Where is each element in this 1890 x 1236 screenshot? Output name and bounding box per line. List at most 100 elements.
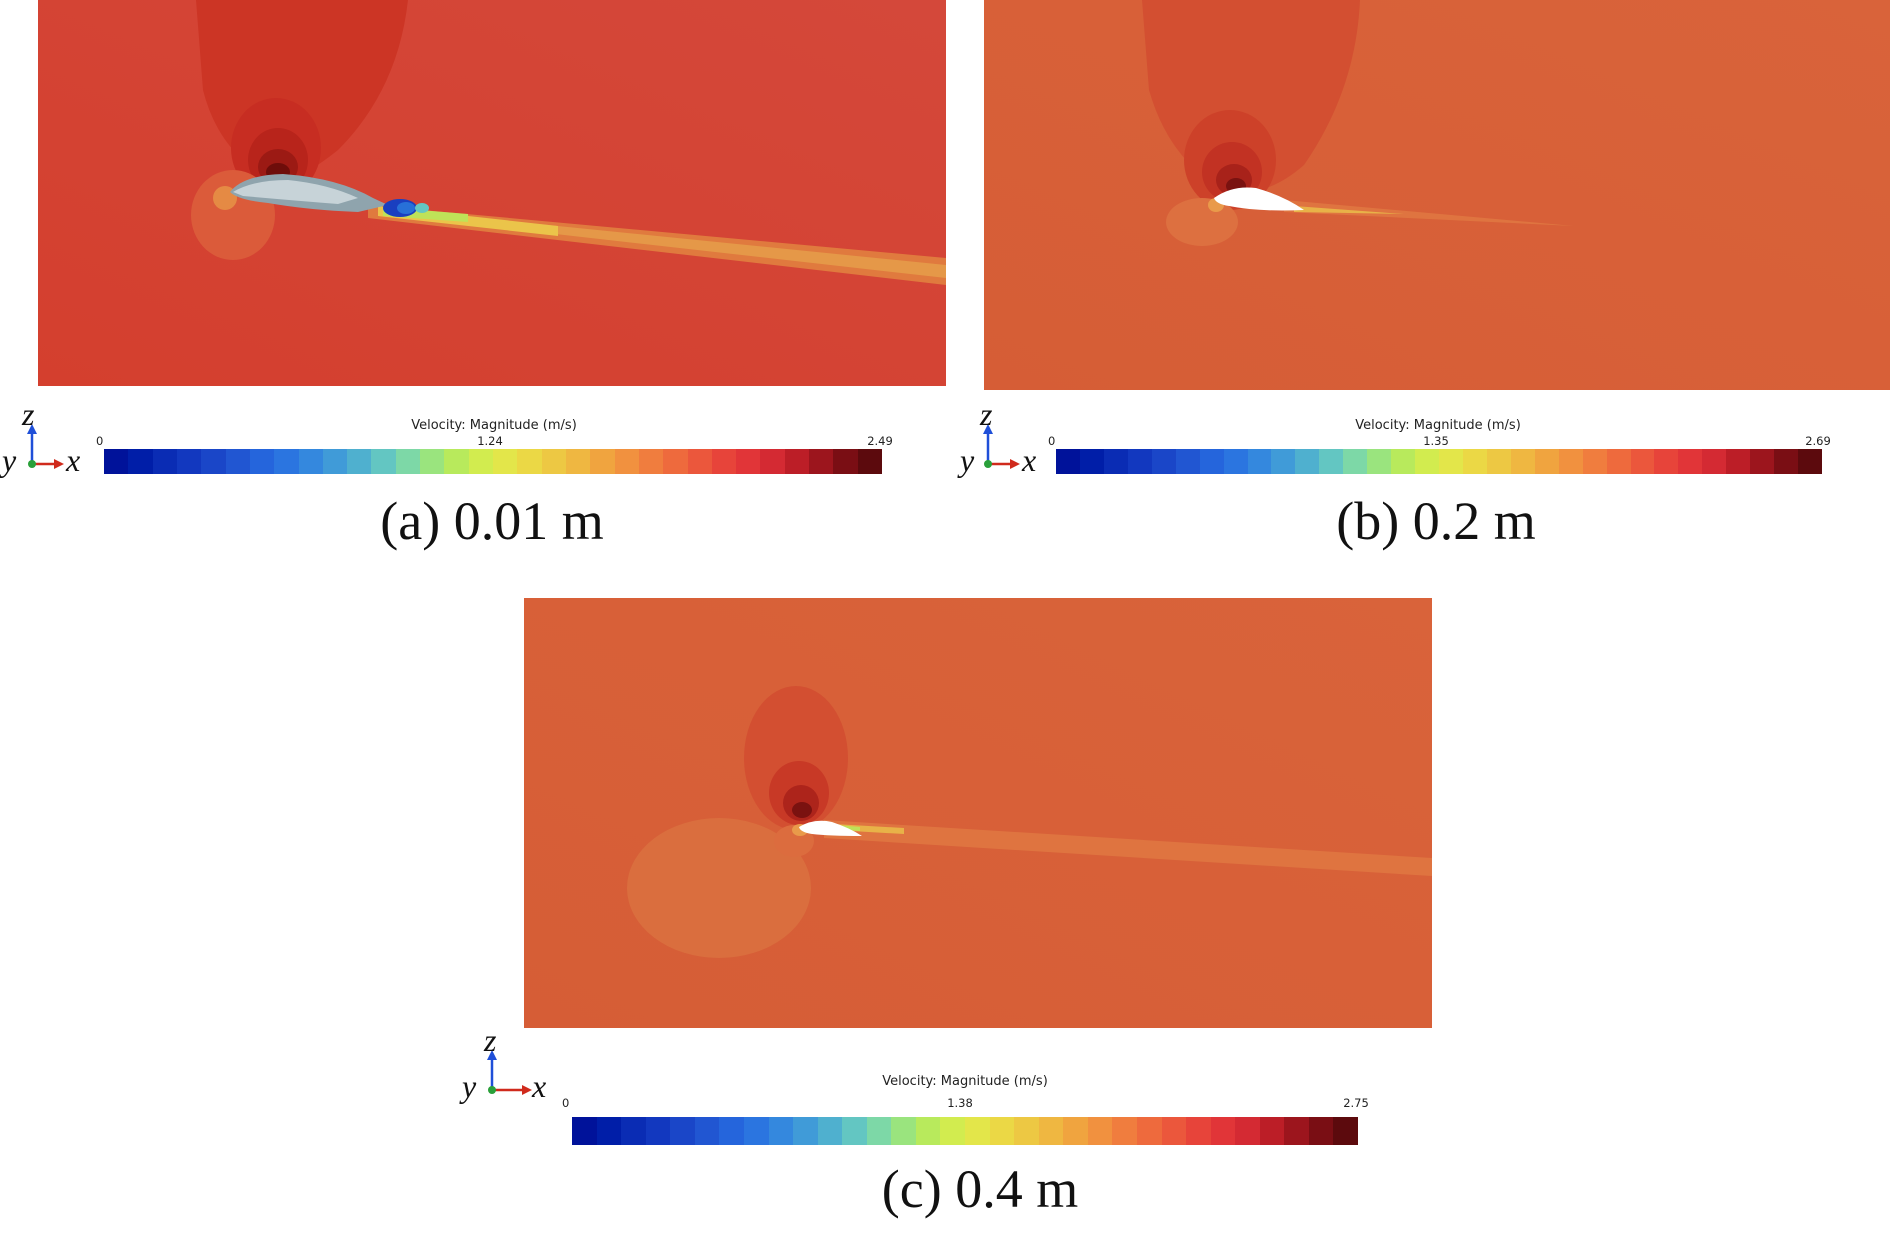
- legend-max-tick: 2.69: [1805, 434, 1831, 448]
- colorbar-segment: [468, 449, 493, 474]
- colorbar: [104, 449, 882, 474]
- axis-z-label: z: [22, 396, 35, 432]
- colorbar-segment: [1247, 449, 1272, 474]
- legend-title: Velocity: Magnitude (m/s): [1355, 418, 1521, 433]
- colorbar-segment: [940, 1117, 965, 1145]
- colorbar-segment: [1534, 449, 1559, 474]
- colorbar-segment: [784, 449, 810, 474]
- legend-title: Velocity: Magnitude (m/s): [411, 418, 577, 433]
- colorbar-segment: [736, 449, 761, 474]
- axis-x-label: x: [1022, 442, 1037, 478]
- colorbar-segment: [1259, 1117, 1285, 1145]
- colorbar-segment: [152, 449, 177, 474]
- coordinate-triad-c: z y x: [454, 1024, 547, 1104]
- coordinate-triad-a: z y x: [0, 398, 92, 476]
- colorbar-segment: [833, 449, 858, 474]
- colorbar-segment: [1439, 449, 1463, 474]
- colorbar-segment: [663, 449, 688, 474]
- colorbar-segment: [596, 1117, 622, 1145]
- legend-mid-tick: 1.38: [947, 1096, 973, 1110]
- colorbar: [572, 1117, 1358, 1145]
- colorbar-segment: [1038, 1117, 1064, 1145]
- panel-c: z y x Velocity: Magnitude (m/s) 0 1.38 2…: [440, 590, 1450, 1236]
- colorbar-segment: [176, 449, 202, 474]
- panel-caption: (a) 0.01 m: [380, 491, 604, 551]
- axis-y-label: y: [462, 1068, 477, 1104]
- colorbar-segment: [743, 1117, 769, 1145]
- colorbar-segment: [1223, 449, 1248, 474]
- colorbar-segment: [1798, 449, 1822, 474]
- colorbar-segment: [1606, 449, 1631, 474]
- colorbar-segment: [1678, 449, 1703, 474]
- colorbar-segment: [638, 449, 664, 474]
- colorbar-segment: [1510, 449, 1535, 474]
- colorbar-segment: [322, 449, 348, 474]
- colorbar-segment: [201, 449, 226, 474]
- colorbar-segment: [493, 449, 518, 474]
- legend-mid-tick: 1.35: [1423, 434, 1449, 448]
- colorbar-segment: [687, 449, 712, 474]
- colorbar-segment: [517, 449, 542, 474]
- colorbar-segment: [1210, 1117, 1236, 1145]
- colorbar-segment: [1079, 449, 1104, 474]
- legend-title: Velocity: Magnitude (m/s): [882, 1074, 1048, 1089]
- colorbar-segment: [1127, 449, 1152, 474]
- colorbar-segment: [1415, 449, 1439, 474]
- colorbar-segment: [298, 449, 323, 474]
- colorbar-segment: [1630, 449, 1655, 474]
- legend-min-tick: 0: [562, 1096, 570, 1110]
- colorbar-segment: [1056, 449, 1080, 474]
- colorbar-segment: [1558, 449, 1583, 474]
- colorbar-segment: [1284, 1117, 1309, 1145]
- axis-z-label: z: [484, 1022, 497, 1058]
- colorbar-segment: [1271, 449, 1296, 474]
- colorbar-segment: [645, 1117, 671, 1145]
- colorbar-segment: [621, 1117, 646, 1145]
- colorbar-segment: [1161, 1117, 1187, 1145]
- colorbar-segment: [128, 449, 153, 474]
- panel-caption: (c) 0.4 m: [881, 1159, 1079, 1219]
- colorbar-segment: [842, 1117, 867, 1145]
- colorbar-segment: [274, 449, 299, 474]
- colorbar-segment: [711, 449, 737, 474]
- colorbar-segment: [225, 449, 250, 474]
- legend-max-tick: 2.75: [1343, 1096, 1369, 1110]
- coordinate-triad-b: z y x: [950, 398, 1042, 478]
- colorbar-segment: [866, 1117, 892, 1145]
- colorbar-segment: [1014, 1117, 1039, 1145]
- axis-x-label: x: [532, 1068, 547, 1104]
- colorbar-segment: [760, 449, 785, 474]
- colorbar-segment: [817, 1117, 843, 1145]
- panel-caption: (b) 0.2 m: [1336, 491, 1536, 551]
- legend-max-tick: 2.49: [867, 434, 893, 448]
- colorbar-segment: [1151, 449, 1176, 474]
- colorbar-segment: [249, 449, 275, 474]
- colorbar-segment: [793, 1117, 818, 1145]
- colorbar-segment: [694, 1117, 720, 1145]
- colorbar-segment: [965, 1117, 990, 1145]
- colorbar-segment: [614, 449, 639, 474]
- velocity-contour-plot-b: [984, 0, 1890, 390]
- colorbar-segment: [104, 449, 129, 474]
- colorbar-segment: [1367, 449, 1392, 474]
- colorbar-segment: [1343, 449, 1368, 474]
- colorbar-segment: [1235, 1117, 1260, 1145]
- colorbar-segment: [989, 1117, 1015, 1145]
- colorbar-segment: [395, 449, 421, 474]
- colorbar-segment: [1462, 449, 1487, 474]
- axis-z-label: z: [980, 396, 993, 432]
- colorbar-segment: [541, 449, 566, 474]
- colorbar-segment: [857, 449, 882, 474]
- colorbar-segment: [590, 449, 615, 474]
- legend-min-tick: 0: [1048, 434, 1056, 448]
- colorbar-segment: [1175, 449, 1200, 474]
- colorbar: [1056, 449, 1822, 474]
- colorbar-segment: [1136, 1117, 1162, 1145]
- colorbar-segment: [1774, 449, 1799, 474]
- colorbar-segment: [1087, 1117, 1113, 1145]
- colorbar-segment: [1319, 449, 1344, 474]
- colorbar-segment: [1199, 449, 1224, 474]
- colorbar-segment: [1702, 449, 1727, 474]
- panel-b: z y x Velocity: Magnitude (m/s) 0 1.35 2…: [950, 0, 1890, 560]
- colorbar-segment: [1295, 449, 1320, 474]
